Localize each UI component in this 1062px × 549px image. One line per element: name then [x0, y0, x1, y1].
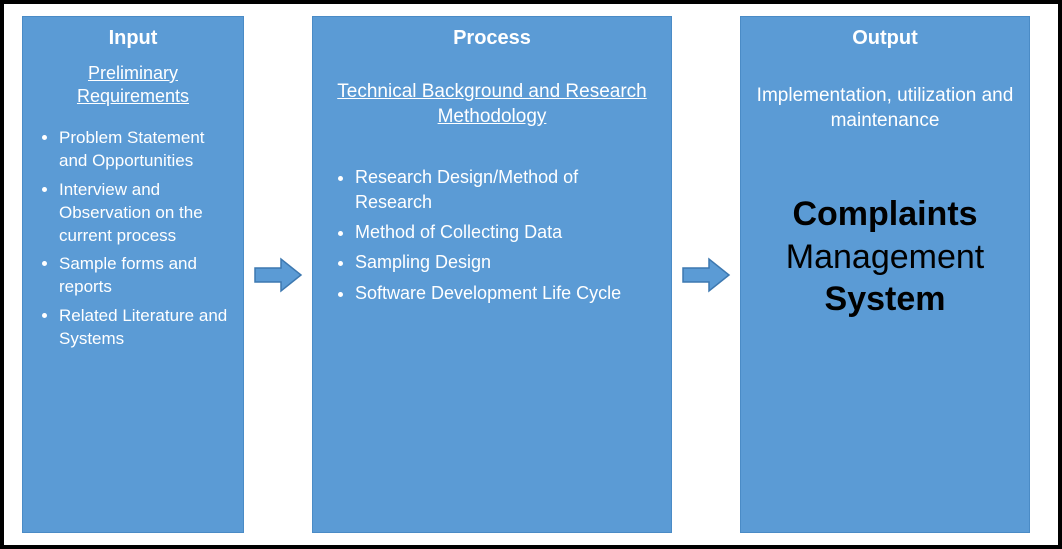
list-item: Method of Collecting Data: [355, 220, 657, 244]
panel-input-subtitle: Preliminary Requirements: [37, 62, 229, 109]
panel-input-title: Input: [37, 27, 229, 50]
panel-output-body: Implementation, utilization and maintena…: [755, 84, 1015, 133]
list-item: Sampling Design: [355, 250, 657, 274]
list-item: Software Development Life Cycle: [355, 281, 657, 305]
panel-process-list: Research Design/Method of Research Metho…: [327, 165, 657, 310]
panel-process-subtitle: Technical Background and Research Method…: [327, 80, 657, 129]
spacer: [327, 147, 657, 165]
panel-input-list: Problem Statement and Opportunities Inte…: [37, 127, 229, 357]
panel-output: Output Implementation, utilization and m…: [740, 16, 1030, 533]
system-line: Management: [755, 236, 1015, 279]
list-item: Problem Statement and Opportunities: [59, 127, 229, 173]
list-item: Interview and Observation on the current…: [59, 179, 229, 248]
panel-process: Process Technical Background and Researc…: [312, 16, 672, 533]
arrow-process-to-output: [672, 16, 740, 533]
panel-process-title: Process: [327, 27, 657, 50]
panel-output-system: Complaints Management System: [755, 193, 1015, 321]
list-item: Sample forms and reports: [59, 253, 229, 299]
panel-input: Input Preliminary Requirements Problem S…: [22, 16, 244, 533]
spacer: [327, 60, 657, 78]
spacer: [755, 60, 1015, 82]
arrow-input-to-process: [244, 16, 312, 533]
panel-output-title: Output: [755, 27, 1015, 50]
system-line: System: [755, 278, 1015, 321]
list-item: Related Literature and Systems: [59, 305, 229, 351]
arrow-right-icon: [253, 255, 303, 295]
arrow-path: [683, 259, 729, 291]
arrow-path: [255, 259, 301, 291]
system-line: Complaints: [755, 193, 1015, 236]
diagram-frame: Input Preliminary Requirements Problem S…: [0, 0, 1062, 549]
list-item: Research Design/Method of Research: [355, 165, 657, 214]
arrow-right-icon: [681, 255, 731, 295]
